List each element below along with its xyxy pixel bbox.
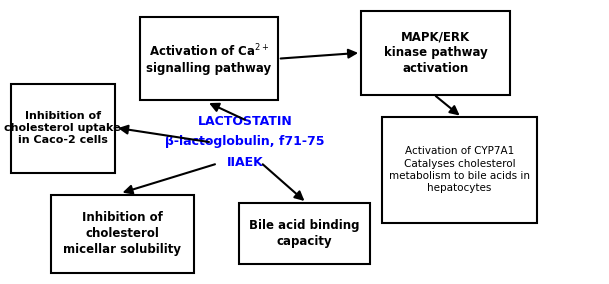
Text: Inhibition of
cholesterol
micellar solubility: Inhibition of cholesterol micellar solub… xyxy=(63,211,181,256)
Text: β-lactoglobulin, f71-75: β-lactoglobulin, f71-75 xyxy=(165,135,325,149)
FancyBboxPatch shape xyxy=(239,203,370,264)
Text: IIAEK: IIAEK xyxy=(227,156,263,169)
FancyBboxPatch shape xyxy=(51,195,194,273)
FancyBboxPatch shape xyxy=(140,17,278,100)
FancyBboxPatch shape xyxy=(10,83,115,173)
FancyBboxPatch shape xyxy=(361,11,510,95)
Text: Inhibition of
cholesterol uptake
in Caco-2 cells: Inhibition of cholesterol uptake in Caco… xyxy=(4,111,121,145)
Text: Bile acid binding
capacity: Bile acid binding capacity xyxy=(249,219,360,248)
Text: LACTOSTATIN: LACTOSTATIN xyxy=(197,115,292,128)
FancyBboxPatch shape xyxy=(382,117,537,223)
Text: MAPK/ERK
kinase pathway
activation: MAPK/ERK kinase pathway activation xyxy=(384,30,488,76)
Text: Activation of Ca$^{2+}$
signalling pathway: Activation of Ca$^{2+}$ signalling pathw… xyxy=(146,42,272,75)
Text: Activation of CYP7A1
Catalyses cholesterol
metabolism to bile acids in
hepatocyt: Activation of CYP7A1 Catalyses cholester… xyxy=(389,146,530,193)
